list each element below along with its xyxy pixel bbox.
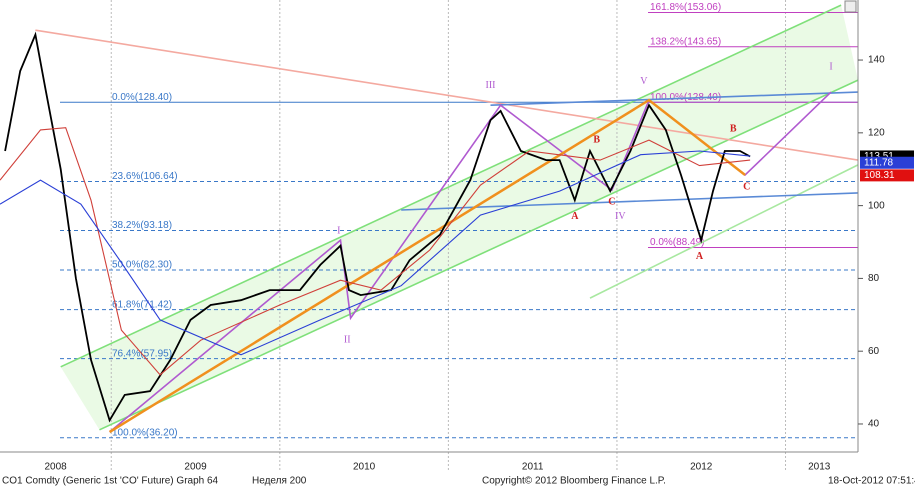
- fib-label: 61.8%(71.42): [112, 299, 172, 310]
- fib-label: 0.0%(128.40): [112, 92, 172, 103]
- wave-label: II: [344, 335, 351, 346]
- fib-label: 138.2%(143.65): [650, 36, 721, 47]
- wave-label: A: [571, 211, 579, 222]
- menu-icon[interactable]: [844, 0, 857, 13]
- series-line: [0, 150, 751, 356]
- fib-label: 23.6%(106.64): [112, 171, 178, 182]
- trendline: [490, 91, 859, 106]
- fib-label: 38.2%(93.18): [112, 220, 172, 231]
- y-tick-label: 120: [868, 127, 885, 138]
- series-line: [0, 127, 751, 376]
- x-tick-label: 2011: [522, 462, 544, 473]
- trendline: [99, 79, 859, 431]
- fib-label: 100.0%(36.20): [112, 427, 178, 438]
- x-tick-label: 2008: [45, 462, 68, 473]
- price-tag-label: 113.51: [864, 151, 894, 162]
- wave-label: C: [743, 182, 750, 193]
- x-tick-label: 2010: [353, 462, 376, 473]
- price-tag-label: 111.78: [864, 157, 894, 168]
- footer-text: Copyright© 2012 Bloomberg Finance L.P.: [482, 476, 666, 487]
- footer-text: CO1 Comdty (Generic 1st 'CO' Future) Gra…: [2, 476, 219, 487]
- x-tick-label: 2013: [808, 462, 831, 473]
- wave-label: I: [337, 225, 340, 236]
- y-tick-label: 100: [868, 200, 885, 211]
- fib-label: 50.0%(82.30): [112, 260, 172, 271]
- wave-label: I: [829, 62, 832, 73]
- footer-text: Неделя 200: [252, 476, 307, 487]
- trendline: [108, 98, 746, 434]
- wave-label: B: [730, 123, 737, 134]
- fib-label: 0.0%(88.49): [650, 237, 704, 248]
- y-tick-label: 40: [868, 419, 880, 430]
- wave-label: A: [696, 251, 704, 262]
- wave-label: B: [593, 134, 600, 145]
- trendline: [35, 29, 859, 161]
- price-tag: [860, 156, 914, 169]
- y-tick-label: 80: [868, 273, 880, 284]
- wave-label: C: [608, 196, 615, 207]
- trendline: [589, 164, 859, 299]
- wave-label: V: [640, 76, 648, 87]
- fib-label: 161.8%(153.06): [650, 2, 721, 13]
- wave-label: III: [486, 80, 496, 91]
- y-tick-label: 60: [868, 346, 880, 357]
- trendline: [60, 4, 842, 368]
- x-tick-label: 2012: [690, 462, 713, 473]
- price-tag: [860, 169, 914, 182]
- price-tag-label: 108.31: [864, 170, 895, 181]
- footer-text: 18-Oct-2012 07:51:49: [828, 476, 915, 487]
- x-tick-label: 2009: [184, 462, 207, 473]
- wave-label: IV: [615, 211, 626, 222]
- plot-area: 0.0%(128.40) 23.6%(106.64) 38.2%(93.18) 50.…: [0, 0, 859, 472]
- fib-label: 100.0%(128.40): [650, 92, 721, 103]
- y-tick-label: 140: [868, 55, 885, 66]
